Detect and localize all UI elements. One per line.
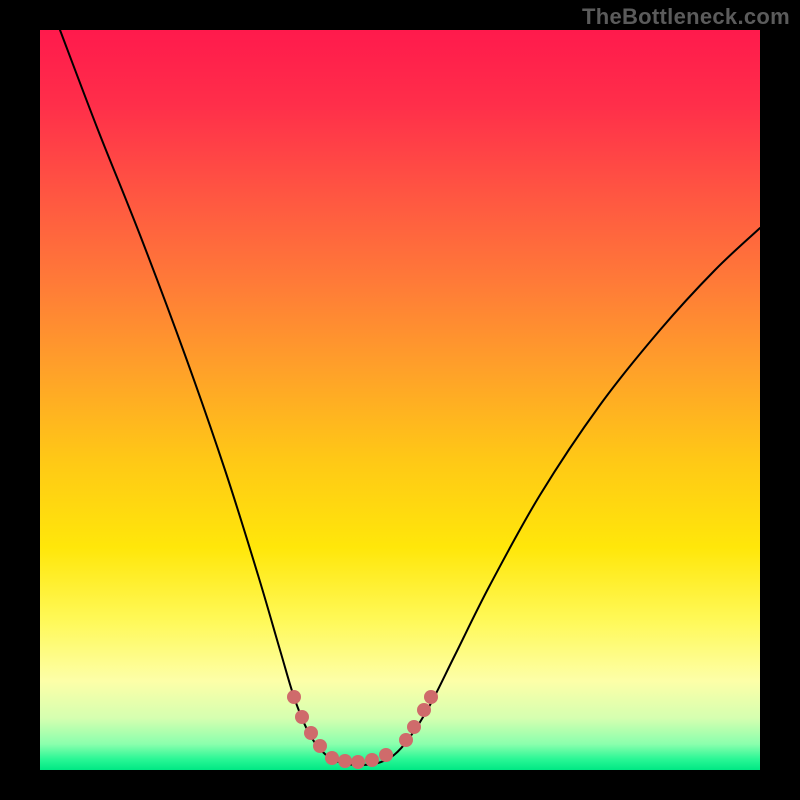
marker-dot — [399, 733, 413, 747]
outer-frame: TheBottleneck.com — [0, 0, 800, 800]
gradient-background — [40, 30, 760, 770]
marker-dot — [313, 739, 327, 753]
marker-dot — [287, 690, 301, 704]
marker-dot — [407, 720, 421, 734]
marker-dot — [365, 753, 379, 767]
marker-dot — [424, 690, 438, 704]
marker-dot — [295, 710, 309, 724]
marker-dot — [351, 755, 365, 769]
marker-dot — [304, 726, 318, 740]
marker-dot — [379, 748, 393, 762]
plot-area — [40, 30, 760, 770]
marker-dot — [338, 754, 352, 768]
marker-dot — [325, 751, 339, 765]
marker-dot — [417, 703, 431, 717]
watermark-text: TheBottleneck.com — [582, 4, 790, 30]
chart-svg — [40, 30, 760, 770]
